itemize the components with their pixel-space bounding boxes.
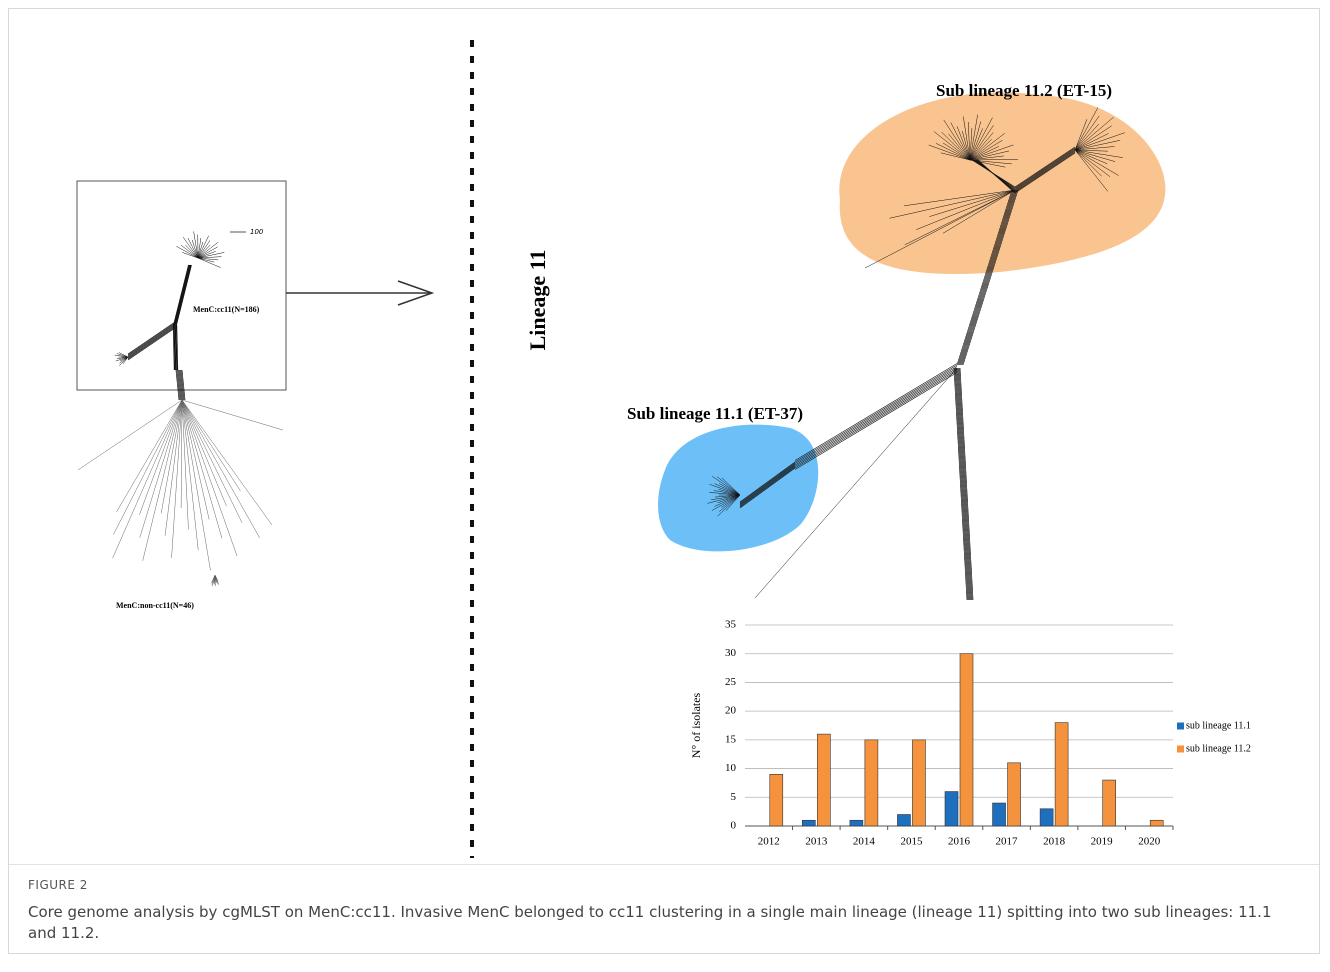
zoom-box [77, 181, 286, 390]
tree-branch [795, 367, 957, 464]
bar [960, 654, 973, 826]
tree-branch [958, 368, 971, 600]
x-tick-label: 2012 [758, 836, 780, 848]
tree-branch [955, 368, 968, 600]
tree-branch [128, 327, 175, 359]
tree-branch [198, 240, 210, 258]
tree-branch [128, 326, 175, 358]
legend-label: sub lineage 11.2 [1186, 743, 1251, 754]
bar [1103, 780, 1116, 826]
tree-branch [113, 400, 182, 535]
tree-branch [182, 400, 240, 491]
non-cc11-label: MenC:non-cc11(N=46) [116, 601, 194, 610]
cc11-label: MenC:cc11(N=186) [193, 305, 260, 314]
bar [897, 815, 910, 826]
x-tick-label: 2020 [1138, 836, 1161, 848]
tree-branch [182, 400, 227, 506]
bar [865, 740, 878, 826]
x-tick-label: 2014 [853, 836, 876, 848]
tree-branch [128, 322, 175, 354]
y-axis-title: N° of isolates [689, 692, 703, 758]
sub-lineage-2-label: Sub lineage 11.2 (ET-15) [936, 81, 1112, 100]
separator [9, 864, 1319, 865]
tree-branch [181, 400, 182, 508]
y-tick-label: 35 [725, 619, 737, 631]
x-tick-label: 2013 [805, 836, 828, 848]
bar [1055, 723, 1068, 826]
lineage-label: Lineage 11 [525, 250, 550, 351]
y-tick-label: 10 [725, 762, 737, 774]
tree-branch [795, 371, 957, 468]
x-tick-label: 2016 [948, 836, 971, 848]
tree-branch [795, 370, 957, 467]
legend-label: sub lineage 11.1 [1186, 720, 1251, 731]
figure-page: 100 MenC:cc11(N=186) MenC:non-cc11(N=46)… [0, 0, 1330, 972]
bar-chart: 0 5 10 15 20 25 30 35 N° of isolates 2012 2013 2014… [689, 619, 1251, 848]
y-tick-label: 15 [725, 733, 737, 745]
tree-branch [795, 368, 957, 465]
tree-branch [113, 400, 182, 558]
tree-branch [198, 258, 221, 268]
bar [1008, 763, 1021, 826]
tree-branch [174, 265, 189, 325]
tree-branch [959, 368, 972, 600]
legend-swatch [1177, 723, 1184, 730]
tree-branch [176, 265, 191, 325]
tree-branch [128, 325, 175, 357]
tree-branch [161, 400, 182, 513]
tree-branch [960, 368, 973, 600]
y-tick-label: 5 [731, 791, 737, 803]
bar [770, 774, 783, 826]
tree-branch [956, 368, 969, 600]
bar [817, 734, 830, 826]
tree-branch [128, 323, 175, 355]
x-tick-label: 2017 [996, 836, 1019, 848]
tree-branch [182, 400, 283, 430]
tree-branch [795, 365, 957, 462]
tree-branch [128, 324, 175, 356]
y-tick-label: 25 [725, 676, 737, 688]
tree-branch [177, 265, 192, 325]
tree-branch [175, 265, 190, 325]
figure-label: FIGURE 2 [28, 878, 88, 892]
y-tick-label: 20 [725, 705, 737, 717]
sub-lineage-2-area [839, 92, 1165, 274]
sub-lineage-1-area [658, 425, 818, 552]
x-tick-label: 2018 [1043, 836, 1066, 848]
sub-lineage-1-label: Sub lineage 11.1 (ET-37) [627, 404, 803, 423]
tree-branch [175, 265, 190, 325]
bar [993, 803, 1006, 826]
tree-branch [140, 400, 182, 538]
tree-branch [165, 400, 182, 536]
tree-branch [957, 368, 970, 600]
tree-branch [795, 373, 957, 470]
scale-label: 100 [250, 228, 264, 236]
bar [850, 820, 863, 826]
tree-branch [143, 400, 182, 561]
legend-swatch [1177, 746, 1184, 753]
tree-branch [181, 245, 198, 258]
y-tick-label: 0 [731, 820, 737, 832]
bar [802, 820, 815, 826]
tree-branch [174, 265, 189, 325]
x-tick-label: 2019 [1091, 836, 1114, 848]
y-tick-label: 30 [725, 647, 737, 659]
figure: 100 MenC:cc11(N=186) MenC:non-cc11(N=46)… [0, 0, 1330, 870]
bar [1150, 820, 1163, 826]
x-tick-label: 2015 [900, 836, 923, 848]
tree-branch [795, 364, 957, 461]
tree-branch [183, 237, 198, 258]
tree-branch [128, 328, 175, 360]
bar [1040, 809, 1053, 826]
tree-branch [182, 400, 209, 519]
tree-branch [954, 368, 967, 600]
tree-branch [176, 265, 191, 325]
bar [945, 792, 958, 826]
caption: Core genome analysis by cgMLST on MenC:c… [28, 902, 1298, 944]
bar [912, 740, 925, 826]
tree-branch [117, 400, 182, 512]
tree-branch [182, 400, 272, 525]
